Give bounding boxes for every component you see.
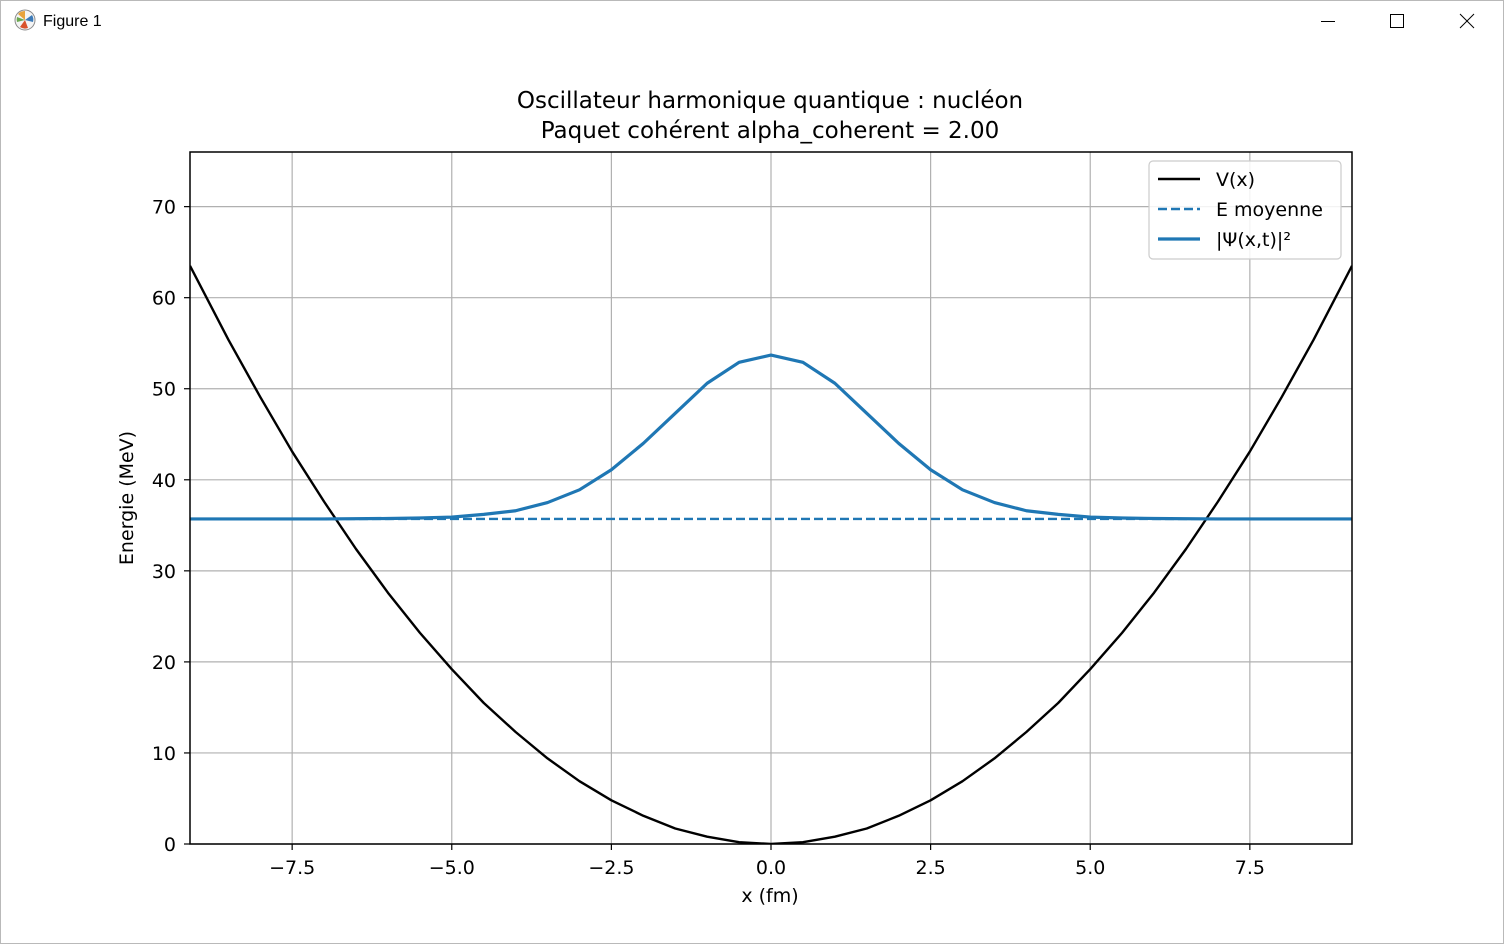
close-button[interactable] (1432, 1, 1502, 41)
maximize-button[interactable] (1362, 1, 1432, 41)
y-tick-label: 30 (152, 561, 176, 583)
y-tick-label: 60 (152, 288, 176, 310)
title-bar[interactable]: Figure 1 (1, 1, 1503, 41)
chart-title: Oscillateur harmonique quantique : nuclé… (517, 88, 1023, 114)
y-tick-label: 40 (152, 470, 176, 492)
series-line-2 (190, 353, 1352, 521)
chart-subtitle: Paquet cohérent alpha_coherent = 2.00 (541, 118, 1000, 144)
x-tick-label: 5.0 (1075, 857, 1105, 879)
y-axis-label: Energie (MeV) (116, 431, 138, 565)
series-line-0 (190, 265, 1352, 844)
legend-box (1148, 160, 1342, 260)
close-icon (1459, 13, 1475, 29)
minimize-button[interactable] (1293, 1, 1363, 41)
y-tick-label: 0 (164, 834, 176, 856)
axis-ticks: −7.5 −5.0 −2.5 0.0 2.5 5.0 7.5 0 10 20 30 40 50 60 70 (152, 197, 1265, 879)
grid-lines (190, 152, 1352, 845)
x-tick-label: −7.5 (269, 857, 315, 879)
x-tick-label: 7.5 (1235, 857, 1265, 879)
x-tick-label: 2.5 (916, 857, 946, 879)
x-tick-label: −2.5 (588, 857, 634, 879)
y-tick-label: 10 (152, 743, 176, 765)
x-tick-label: 0.0 (756, 857, 786, 879)
y-tick-label: 50 (152, 379, 176, 401)
y-tick-label: 20 (152, 652, 176, 674)
legend-label: V(x) (1216, 169, 1255, 191)
y-tick-label: 70 (152, 197, 176, 219)
plot-series (190, 265, 1352, 844)
window-title: Figure 1 (43, 13, 102, 30)
legend: V(x) E moyenne |Ψ(x,t)|² (1148, 160, 1342, 260)
legend-label: E moyenne (1216, 199, 1323, 221)
matplotlib-icon (14, 9, 36, 31)
legend-label: |Ψ(x,t)|² (1216, 229, 1291, 251)
minimize-icon (1321, 21, 1335, 22)
x-axis-label: x (fm) (741, 885, 798, 907)
maximize-icon (1390, 14, 1404, 28)
x-tick-label: −5.0 (429, 857, 475, 879)
